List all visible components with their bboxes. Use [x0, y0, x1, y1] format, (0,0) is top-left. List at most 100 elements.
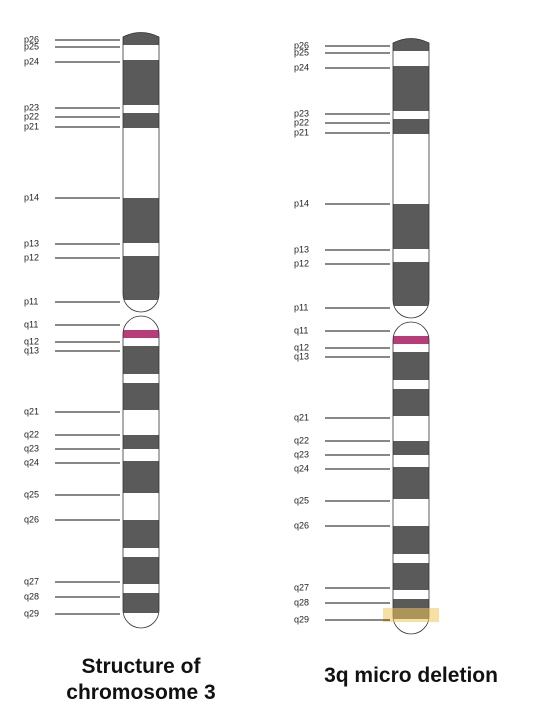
band	[123, 113, 159, 128]
band	[393, 352, 429, 380]
p-arm-outline	[392, 38, 430, 319]
band-label: p25	[294, 47, 309, 57]
band-label: q29	[24, 608, 39, 618]
band-label: q12	[294, 342, 309, 352]
band	[123, 346, 159, 374]
band-label: p13	[24, 238, 39, 248]
band	[123, 243, 159, 256]
band	[123, 128, 159, 198]
band-label: p14	[24, 192, 39, 202]
band	[123, 520, 159, 548]
band	[393, 467, 429, 499]
band-label: q22	[294, 435, 309, 445]
band-label: q28	[294, 597, 309, 607]
band	[393, 38, 429, 51]
band	[393, 441, 429, 455]
band	[123, 316, 159, 330]
band	[123, 256, 159, 300]
band	[393, 416, 429, 441]
band	[393, 455, 429, 467]
band-label: p24	[294, 62, 309, 72]
band-label: p21	[294, 127, 309, 137]
band-label: q21	[24, 406, 39, 416]
band	[123, 330, 159, 338]
band-label: q11	[294, 325, 308, 335]
ideograms: p26p25p24p23p22p21p14p13p12p11q11q12q13q…	[24, 32, 439, 635]
band	[123, 300, 159, 312]
band-label: p12	[24, 252, 39, 262]
band-label: p14	[294, 198, 309, 208]
band	[393, 306, 429, 318]
band	[393, 344, 429, 352]
band-label: q13	[24, 345, 39, 355]
band	[393, 322, 429, 336]
band-label: p22	[24, 111, 39, 121]
band	[123, 493, 159, 520]
band	[123, 449, 159, 461]
band-label: p11	[24, 296, 38, 306]
band	[123, 32, 159, 45]
band-label: q23	[294, 449, 309, 459]
band-label: p26	[24, 34, 39, 44]
band	[123, 461, 159, 493]
band	[393, 336, 429, 344]
band-label: p11	[294, 302, 308, 312]
band	[123, 584, 159, 593]
p-arm	[123, 32, 159, 312]
p-arm	[393, 38, 429, 318]
band-label: q21	[294, 412, 309, 422]
band	[393, 526, 429, 554]
band	[393, 563, 429, 590]
band-label: p22	[294, 117, 309, 127]
p-arm-outline	[122, 32, 160, 313]
band	[393, 51, 429, 66]
band-label: q27	[294, 582, 309, 592]
band-label: q22	[24, 429, 39, 439]
caption: 3q micro deletion	[324, 664, 498, 687]
band-label: q11	[24, 319, 38, 329]
band-label: p23	[24, 102, 39, 112]
q-arm	[123, 316, 159, 628]
band	[393, 249, 429, 262]
band-label: q27	[24, 576, 39, 586]
band	[393, 590, 429, 599]
band	[393, 554, 429, 563]
band-label: q29	[294, 614, 309, 624]
caption: Structure of chromosome 3	[66, 655, 216, 704]
band	[393, 619, 429, 634]
band-label: p26	[294, 40, 309, 50]
band	[123, 410, 159, 435]
band	[393, 119, 429, 134]
q-arm	[393, 322, 429, 634]
band	[123, 435, 159, 449]
band	[123, 45, 159, 60]
band	[123, 60, 159, 105]
band-label: p12	[294, 258, 309, 268]
band	[123, 593, 159, 613]
band	[393, 262, 429, 306]
band	[123, 338, 159, 346]
band	[393, 380, 429, 389]
band	[123, 548, 159, 557]
band	[393, 134, 429, 204]
band	[123, 198, 159, 243]
band-label: q25	[24, 489, 39, 499]
band	[393, 389, 429, 416]
band	[123, 374, 159, 383]
band	[393, 499, 429, 526]
band-label: q23	[24, 443, 39, 453]
band-label: q13	[294, 351, 309, 361]
q-arm-outline	[122, 315, 160, 629]
band	[123, 383, 159, 410]
band-label: q24	[294, 463, 309, 473]
band-label: q26	[294, 520, 309, 530]
band	[393, 111, 429, 119]
band-label: q26	[24, 514, 39, 524]
band-label: p21	[24, 121, 39, 131]
band	[123, 613, 159, 628]
band-label: q24	[24, 457, 39, 467]
band	[393, 66, 429, 111]
band-label: p24	[24, 56, 39, 66]
